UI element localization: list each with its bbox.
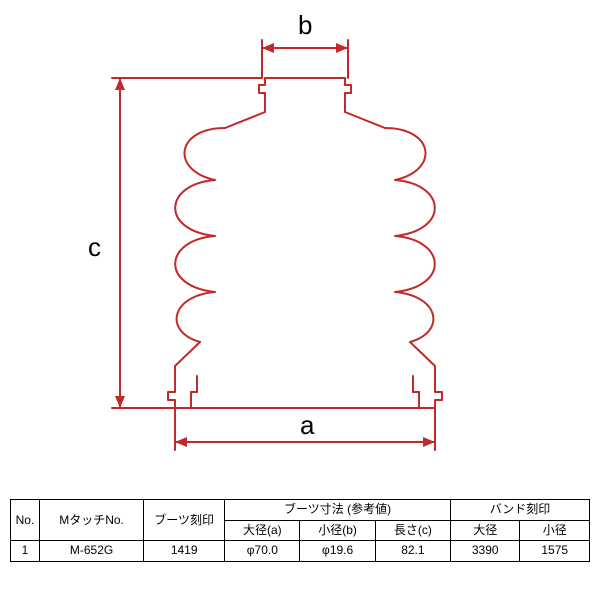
th-band-small: 小径 xyxy=(520,520,590,541)
cell-mtouch: M-652G xyxy=(39,541,143,562)
th-mtouch: MタッチNo. xyxy=(39,500,143,541)
dimension-table: No. MタッチNo. ブーツ刻印 ブーツ寸法 (参考値) バンド刻印 大径(a… xyxy=(10,499,590,562)
th-band-mark-group: バンド刻印 xyxy=(451,500,590,521)
th-boot-dims-group: ブーツ寸法 (参考値) xyxy=(225,500,451,521)
th-dia-small: 小径(b) xyxy=(300,520,375,541)
th-boot-mark: ブーツ刻印 xyxy=(144,500,225,541)
th-no: No. xyxy=(11,500,40,541)
cell-boot-mark: 1419 xyxy=(144,541,225,562)
table-row: 1 M-652G 1419 φ70.0 φ19.6 82.1 3390 1575 xyxy=(11,541,590,562)
cell-band-large: 3390 xyxy=(451,541,520,562)
th-dia-large: 大径(a) xyxy=(225,520,300,541)
cell-length: 82.1 xyxy=(375,541,450,562)
cell-dia-small: φ19.6 xyxy=(300,541,375,562)
cell-no: 1 xyxy=(11,541,40,562)
dimension-label-b: b xyxy=(298,10,312,41)
th-band-large: 大径 xyxy=(451,520,520,541)
th-length: 長さ(c) xyxy=(375,520,450,541)
technical-diagram: b a c xyxy=(0,0,600,470)
spec-table: No. MタッチNo. ブーツ刻印 ブーツ寸法 (参考値) バンド刻印 大径(a… xyxy=(10,499,590,562)
cell-band-small: 1575 xyxy=(520,541,590,562)
cell-dia-large: φ70.0 xyxy=(225,541,300,562)
dimension-label-c: c xyxy=(88,232,101,263)
dimension-label-a: a xyxy=(300,410,314,441)
